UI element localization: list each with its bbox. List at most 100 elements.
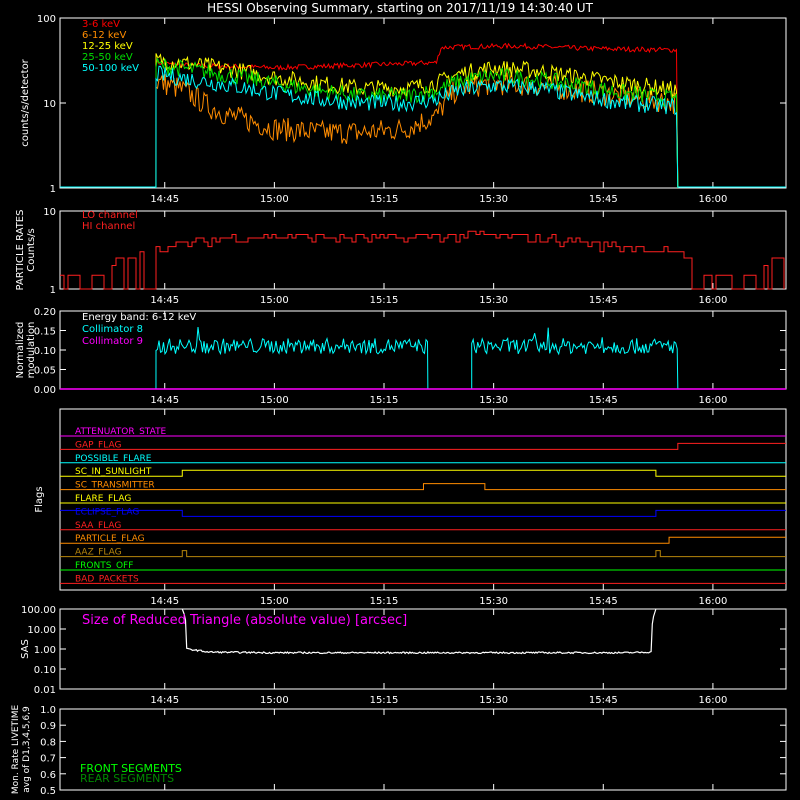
series-25-50-keV [155, 57, 679, 189]
panel-frame [59, 408, 787, 591]
panel-0: 1 10 100 14:45 15:00 15:15 15:30 15:45 16:00 coun… [20, 14, 787, 205]
flag-AAZ_FLAG [60, 550, 786, 558]
x-tick-label: 15:45 [589, 395, 618, 406]
y-tick-label: 10 [43, 99, 56, 110]
flag-label-ATTENUATOR_STATE: ATTENUATOR_STATE [75, 427, 167, 437]
y-axis-label: counts/s/detector [20, 58, 31, 146]
panel-2: 0.00 0.05 0.10 0.15 0.20 14:45 15:00 15:15 15:30… [15, 307, 787, 406]
legend-FRONT-SEGMENTS: FRONT SEGMENTS [80, 762, 182, 775]
y-tick-label: 0.00 [34, 385, 56, 396]
legend-LO-channel: LO channel [82, 210, 138, 221]
y-axis-label: Flags [34, 486, 45, 512]
x-tick-label: 15:30 [479, 194, 508, 205]
y-tick-label: 10 [43, 207, 56, 218]
y-tick-label: 0.8 [40, 737, 56, 748]
x-tick-label: 15:45 [589, 596, 618, 607]
legend-25-50-keV: 25-50 keV [82, 52, 133, 63]
flag-label-GAP_FLAG: GAP_FLAG [75, 440, 121, 450]
y-tick-label: 0.10 [34, 665, 56, 676]
x-tick-label: 15:00 [260, 194, 289, 205]
legend-12-25-keV: 12-25 keV [82, 41, 133, 52]
x-tick-label: 16:00 [698, 695, 727, 706]
x-tick-label: 15:15 [370, 194, 399, 205]
y-tick-label: 100 [37, 14, 56, 25]
y-tick-label: 0.01 [34, 685, 56, 696]
x-tick-label: 15:15 [370, 695, 399, 706]
panel-frame [59, 708, 787, 791]
series-3-6-keV [155, 42, 679, 189]
panel-5: 0.5 0.6 0.7 0.8 0.9 1.0 Mon. Rate LIVETIME avg … [11, 705, 787, 797]
y-tick-label: 100.00 [21, 605, 56, 616]
x-tick-label: 16:00 [698, 295, 727, 306]
x-tick-label: 14:45 [150, 695, 179, 706]
x-tick-label: 16:00 [698, 596, 727, 607]
x-tick-label: 14:45 [150, 596, 179, 607]
x-tick-label: 15:00 [260, 695, 289, 706]
series-Collimator-8 [60, 327, 786, 390]
x-tick-label: 14:45 [150, 194, 179, 205]
y-tick-label: 0.5 [40, 786, 56, 797]
x-tick-label: 15:30 [479, 295, 508, 306]
y-tick-label: 1.0 [40, 705, 56, 716]
series-6-12-keV [155, 70, 679, 189]
flag-SC_IN_SUNLIGHT [60, 469, 786, 477]
flag-label-FLARE_FLAG: FLARE_FLAG [75, 494, 131, 504]
x-tick-label: 15:30 [479, 695, 508, 706]
y-tick-label: 10.00 [27, 625, 56, 636]
x-tick-label: 15:00 [260, 395, 289, 406]
panel-3: 14:45 15:00 15:15 15:30 15:45 16:00 Flags ATTEN… [34, 408, 787, 607]
flag-ECLIPSE_FLAG [60, 509, 786, 517]
x-tick-label: 15:15 [370, 596, 399, 607]
panel-4: 0.01 0.10 1.00 10.00 100.00 14:45 15:00 15:15 15… [20, 605, 787, 706]
y-tick-label: 1 [50, 184, 56, 195]
flag-PARTICLE_FLAG [60, 536, 786, 544]
x-tick-label: 14:45 [150, 395, 179, 406]
flag-label-PARTICLE_FLAG: PARTICLE_FLAG [75, 534, 145, 544]
y-tick-label: 1 [50, 285, 56, 296]
series-LO-channel [60, 230, 785, 290]
x-tick-label: 15:45 [589, 194, 618, 205]
y-axis-label: PARTICLE RATES [15, 210, 26, 291]
legend-Collimator-8: Collimator 8 [82, 324, 143, 335]
x-tick-label: 16:00 [698, 194, 727, 205]
flag-label-BAD_PACKETS: BAD_PACKETS [75, 574, 139, 584]
y-axis-label: avg of D1,3,4,5,6,9 [22, 706, 32, 793]
x-tick-label: 15:15 [370, 295, 399, 306]
x-tick-label: 14:45 [150, 295, 179, 306]
y-axis-label: Normalized [15, 322, 26, 379]
flag-label-SC_IN_SUNLIGHT: SC_IN_SUNLIGHT [75, 467, 152, 477]
x-tick-label: 15:45 [589, 295, 618, 306]
y-axis-label: SAS [20, 639, 31, 659]
x-tick-label: 15:00 [260, 596, 289, 607]
chart-title: HESSI Observing Summary, starting on 201… [207, 1, 593, 15]
energy-band-label: Energy band: 6-12 keV [82, 312, 196, 323]
y-tick-label: 1.00 [34, 645, 56, 656]
panel-1: 1 10 14:45 15:00 15:15 15:30 15:45 16:00 PARTICL… [15, 207, 787, 306]
x-tick-label: 16:00 [698, 395, 727, 406]
flag-label-SC_TRANSMITTER: SC_TRANSMITTER [75, 481, 155, 491]
flag-SC_TRANSMITTER [60, 483, 786, 491]
series-SAS [181, 608, 657, 655]
y-tick-label: 0.6 [40, 770, 56, 781]
x-tick-label: 15:45 [589, 695, 618, 706]
flag-label-SAA_FLAG: SAA_FLAG [75, 521, 121, 531]
x-tick-label: 15:30 [479, 596, 508, 607]
flag-label-AAZ_FLAG: AAZ_FLAG [75, 548, 122, 558]
x-tick-label: 15:00 [260, 295, 289, 306]
y-axis-label: modulation [26, 322, 37, 379]
flag-label-POSSIBLE_FLARE: POSSIBLE_FLARE [75, 454, 152, 464]
panel-frame [59, 210, 787, 290]
legend-HI-channel: HI channel [82, 221, 135, 232]
y-axis-label: Counts/s [26, 228, 37, 272]
flag-label-ECLIPSE_FLAG: ECLIPSE_FLAG [75, 507, 139, 517]
legend-REAR-SEGMENTS: REAR SEGMENTS [80, 772, 174, 785]
y-tick-label: 0.7 [40, 754, 56, 765]
series-50-100-keV [155, 65, 679, 189]
legend-50-100-keV: 50-100 keV [82, 63, 139, 74]
legend-Collimator-9: Collimator 9 [82, 336, 143, 347]
legend-6-12-keV: 6-12 keV [82, 30, 126, 41]
sas-annotation: Size of Reduced Triangle (absolute value… [82, 613, 407, 628]
flag-GAP_FLAG [60, 442, 786, 450]
